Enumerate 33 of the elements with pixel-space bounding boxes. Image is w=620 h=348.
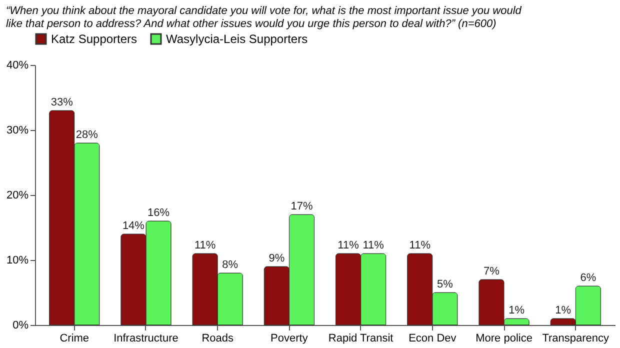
data-label: 17%: [290, 200, 313, 212]
data-label: 1%: [555, 304, 572, 316]
y-tick-label: 30%: [6, 124, 29, 136]
x-tick-label: Transparency: [542, 332, 610, 344]
legend-label: Wasylycia-Leis Supporters: [166, 32, 308, 46]
y-tick-label: 0%: [12, 320, 29, 332]
x-tick-label: Poverty: [270, 332, 308, 344]
data-label: 14%: [122, 220, 145, 232]
x-tick-label: Rapid Transit: [328, 332, 394, 344]
data-label: 1%: [508, 304, 525, 316]
y-tick-label: 40%: [6, 60, 29, 72]
y-tick-label: 20%: [6, 190, 29, 202]
data-label: 5%: [436, 278, 454, 290]
data-label: 7%: [484, 266, 500, 278]
data-label: 28%: [76, 129, 98, 141]
x-tick-label: Infrastructure: [114, 332, 178, 344]
x-tick-label: Roads: [202, 332, 234, 344]
x-tick-label: More police: [476, 332, 532, 344]
text: like that person to address? And what other issues would you urge this person to deal with?” (n=600): [6, 18, 496, 30]
legend-label: Katz Supporters: [51, 32, 138, 46]
data-label: 9%: [268, 252, 285, 264]
data-label: 11%: [362, 240, 384, 252]
data-label: 11%: [194, 240, 216, 252]
data-label: 11%: [409, 240, 431, 252]
y-tick-label: 10%: [6, 254, 29, 266]
text: “When you think about the mayoral candidate you will vote for, what is the most important issue you would: [6, 5, 522, 17]
data-label: 6%: [580, 272, 596, 284]
data-label: 11%: [338, 240, 360, 252]
data-label: 8%: [222, 259, 238, 271]
data-label: 16%: [148, 207, 170, 219]
x-tick-label: Crime: [60, 332, 90, 344]
x-tick-label: Econ Dev: [408, 332, 457, 344]
data-label: 33%: [50, 96, 74, 108]
